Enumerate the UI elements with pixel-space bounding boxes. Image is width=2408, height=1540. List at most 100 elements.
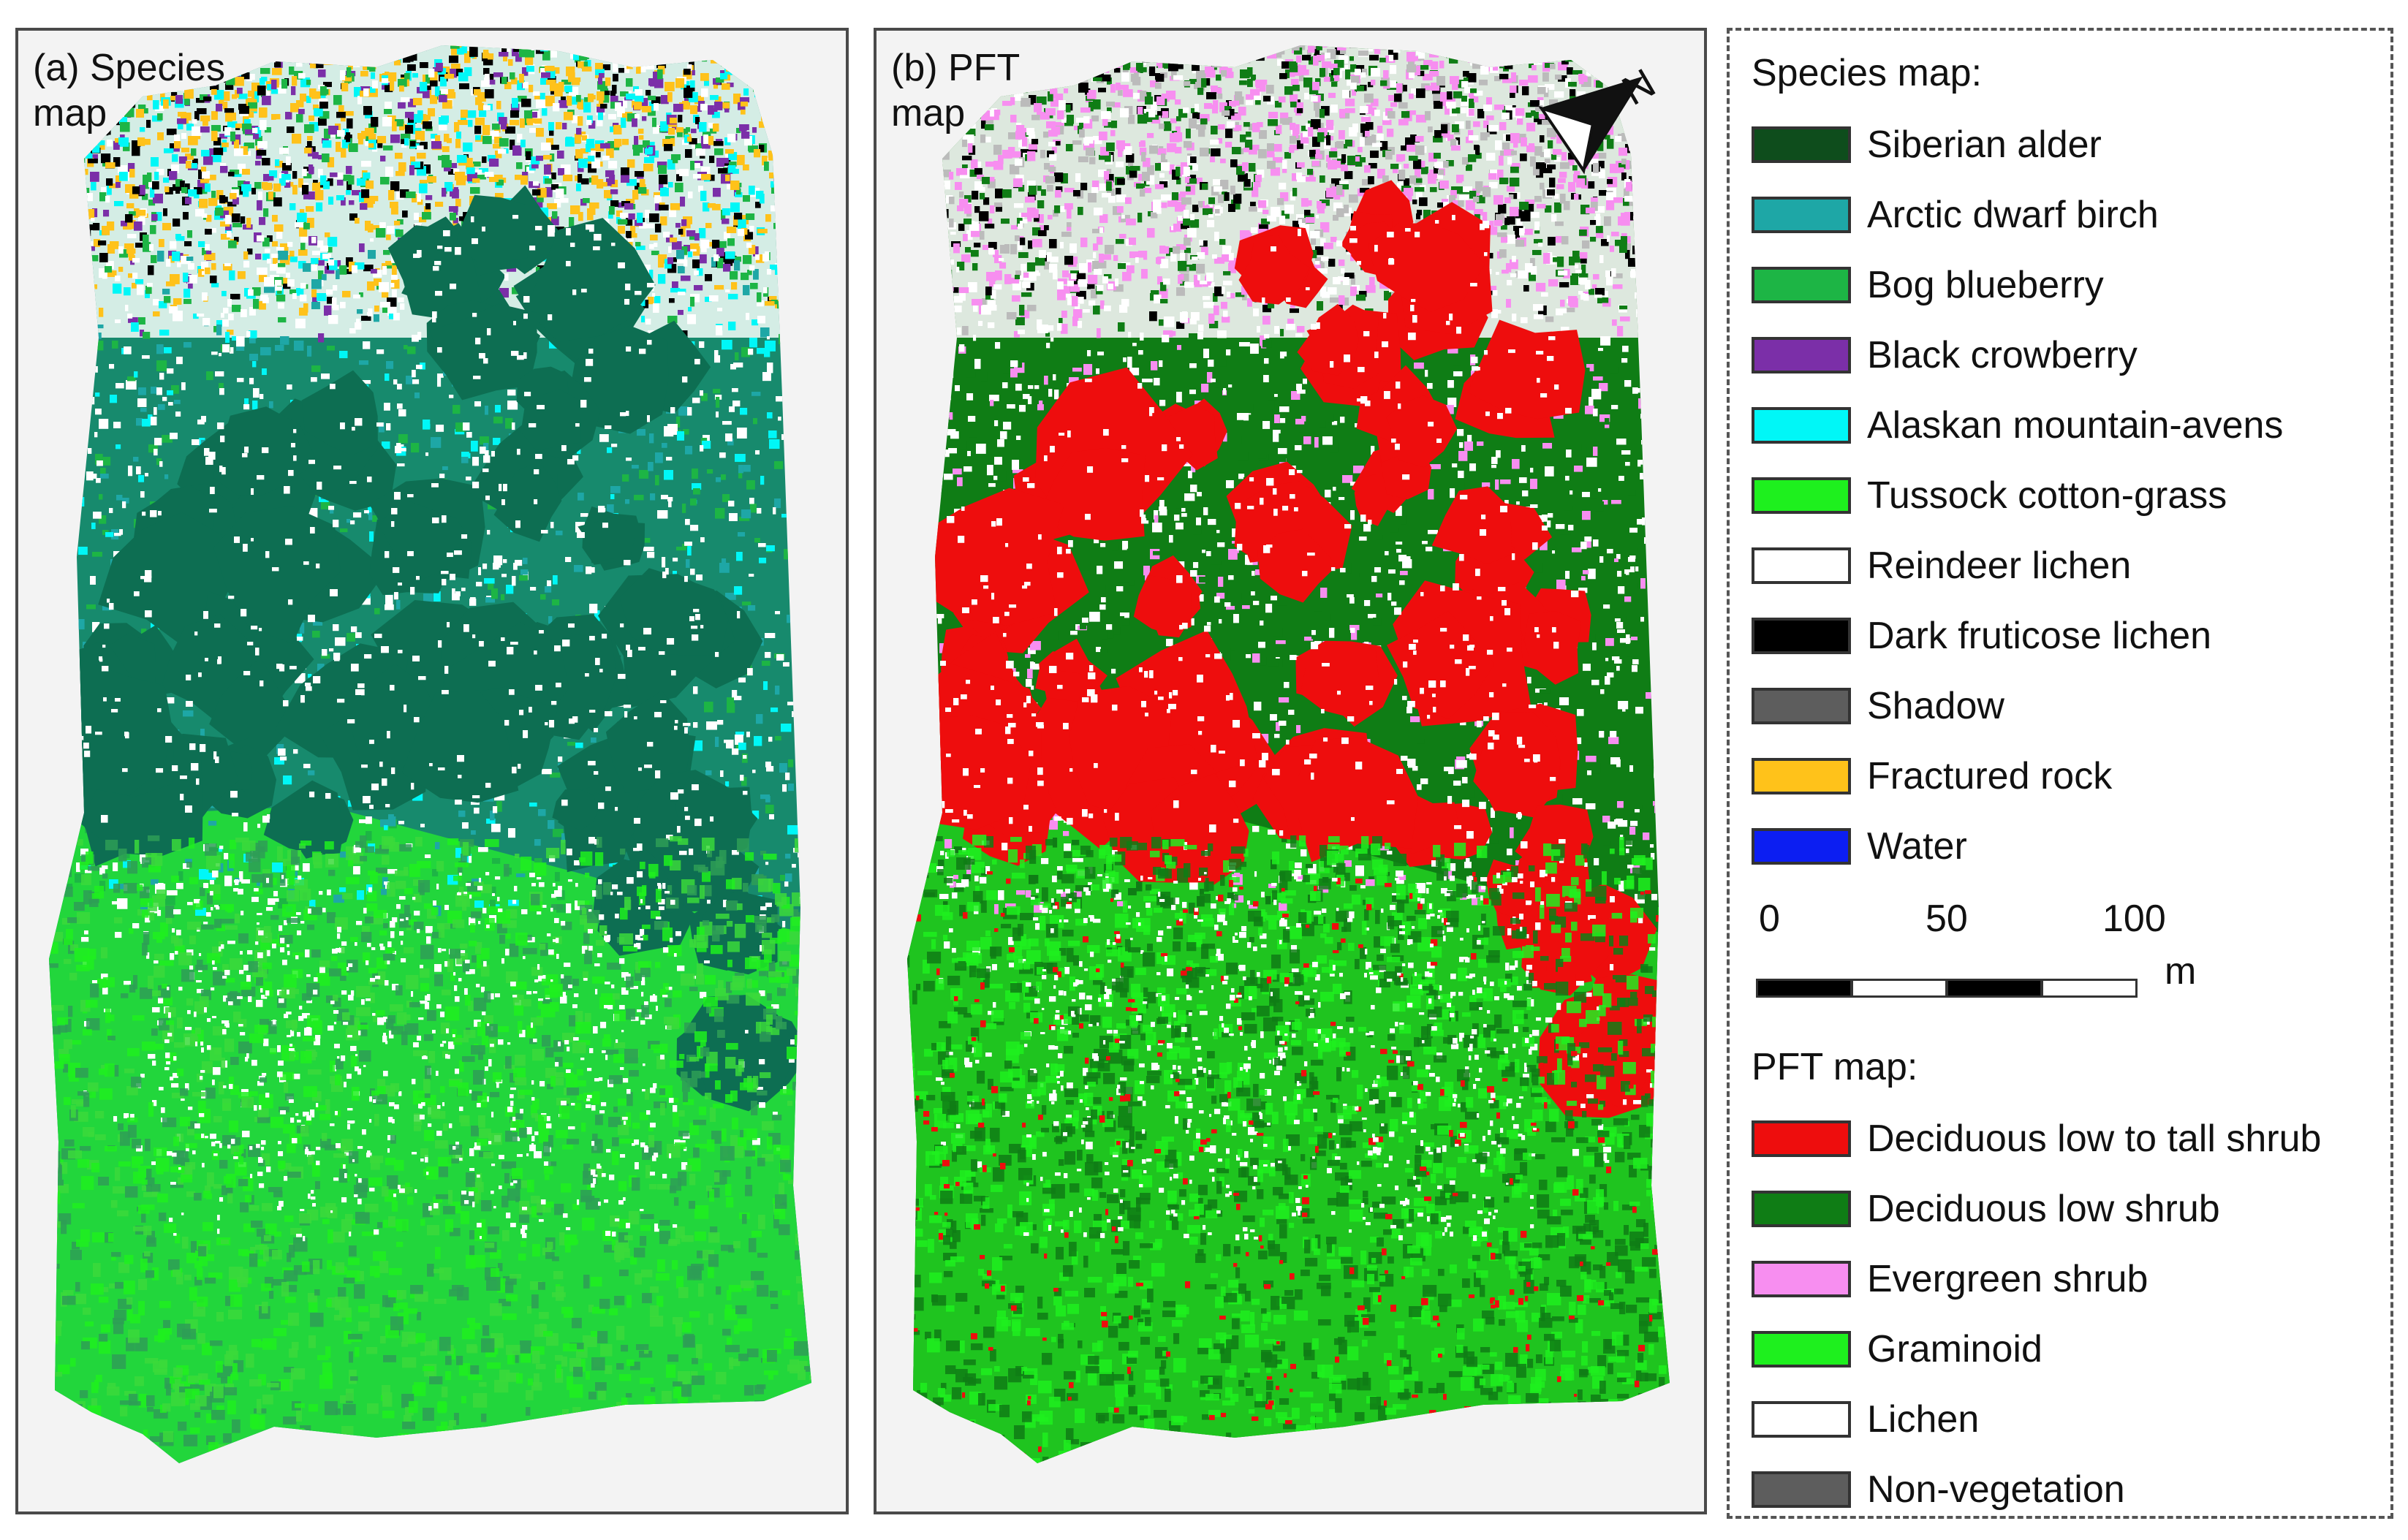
map-speckle <box>196 778 200 785</box>
map-speckle <box>164 148 174 153</box>
map-speckle <box>578 61 584 69</box>
map-speckle <box>745 34 753 42</box>
map-speckle <box>461 588 466 591</box>
map-speckle <box>42 300 48 306</box>
map-speckle <box>425 45 431 47</box>
map-speckle <box>113 1116 118 1122</box>
map-speckle <box>526 48 531 53</box>
map-speckle <box>644 1001 648 1008</box>
map-speckle <box>247 63 253 70</box>
map-speckle <box>187 275 197 284</box>
map-speckle <box>260 295 268 301</box>
map-speckle <box>24 295 30 304</box>
map-speckle <box>322 153 330 163</box>
map-speckle <box>314 64 324 69</box>
map-speckle <box>632 145 640 150</box>
map-speckle <box>434 261 442 265</box>
map-speckle <box>430 95 438 105</box>
map-speckle <box>49 785 56 795</box>
map-speckle <box>123 860 132 868</box>
map-speckle <box>784 87 792 97</box>
map-speckle <box>837 51 841 61</box>
map-speckle <box>577 99 583 109</box>
map-speckle <box>626 216 633 226</box>
map-speckle <box>105 266 113 273</box>
map-speckle <box>167 390 174 395</box>
map-speckle <box>770 265 779 270</box>
map-speckle <box>746 313 750 320</box>
map-speckle <box>367 281 375 291</box>
map-speckle <box>671 45 678 48</box>
map-speckle <box>805 610 811 620</box>
map-speckle <box>512 422 515 430</box>
map-speckle <box>82 226 91 236</box>
map-speckle <box>412 792 423 801</box>
map-speckle <box>327 346 335 351</box>
map-speckle <box>66 346 77 354</box>
map-speckle <box>72 248 80 255</box>
map-speckle <box>712 240 720 249</box>
map-speckle <box>710 175 715 181</box>
map-speckle <box>136 418 143 426</box>
map-speckle <box>838 252 844 261</box>
map-speckle <box>622 139 629 145</box>
map-speckle <box>671 154 681 161</box>
map-speckle <box>743 255 752 265</box>
map-speckle <box>260 394 264 400</box>
map-speckle <box>383 1017 387 1023</box>
map-speckle <box>572 716 578 723</box>
map-speckle <box>624 1119 627 1125</box>
map-speckle <box>60 398 69 407</box>
map-speckle <box>524 110 533 119</box>
map-speckle <box>292 171 298 179</box>
map-speckle <box>691 163 700 169</box>
map-speckle <box>118 267 124 272</box>
map-speckle <box>749 245 756 254</box>
map-speckle <box>782 266 788 271</box>
map-speckle <box>230 193 237 200</box>
map-speckle <box>632 118 637 127</box>
map-speckle <box>202 116 208 126</box>
map-speckle <box>809 458 811 467</box>
map-speckle <box>578 116 583 126</box>
map-speckle <box>328 197 334 205</box>
map-speckle <box>385 373 390 382</box>
map-speckle <box>39 168 48 174</box>
map-speckle <box>757 292 762 303</box>
map-speckle <box>29 797 35 802</box>
map-speckle <box>648 297 654 305</box>
map-speckle <box>751 319 759 326</box>
map-speckle <box>334 1044 340 1049</box>
map-speckle <box>209 175 216 181</box>
map-speckle <box>661 495 668 500</box>
map-speckle <box>700 104 708 111</box>
map-speckle <box>33 157 40 166</box>
map-speckle <box>686 50 695 58</box>
map-speckle <box>125 732 129 739</box>
map-speckle <box>523 352 527 359</box>
map-speckle <box>67 297 72 306</box>
map-speckle <box>369 740 374 744</box>
map-speckle <box>205 183 211 192</box>
map-speckle <box>580 400 587 408</box>
map-speckle <box>272 241 278 247</box>
map-speckle <box>213 137 222 145</box>
map-speckle <box>482 136 492 145</box>
map-speckle <box>221 234 230 240</box>
map-speckle <box>767 80 773 85</box>
map-speckle <box>100 457 111 466</box>
map-speckle <box>49 686 54 694</box>
map-speckle <box>175 189 181 194</box>
map-speckle <box>293 455 297 461</box>
map-speckle <box>773 1112 778 1116</box>
map-speckle <box>386 423 391 430</box>
map-speckle <box>276 48 284 56</box>
map-speckle <box>315 55 325 64</box>
map-speckle <box>562 123 567 130</box>
map-speckle <box>720 102 730 109</box>
map-speckle <box>273 257 278 267</box>
map-speckle <box>119 172 128 181</box>
map-speckle <box>554 890 562 898</box>
map-speckle <box>325 52 330 62</box>
map-speckle <box>786 191 792 200</box>
